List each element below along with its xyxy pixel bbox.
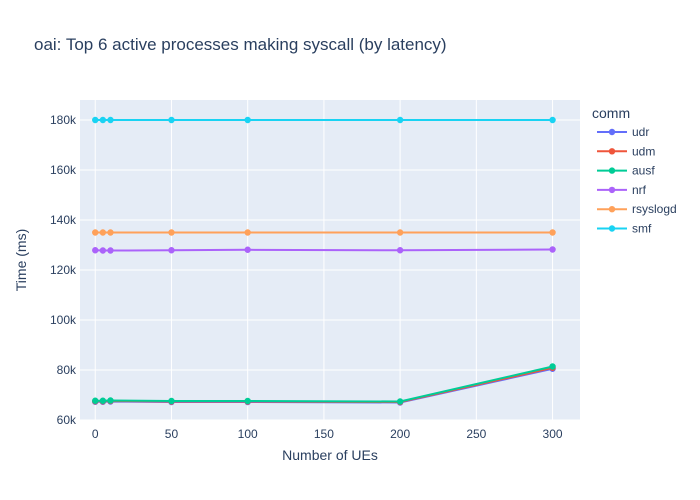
- data-point: [92, 247, 99, 254]
- y-tick-label: 100k: [50, 313, 77, 327]
- series-ausf: [92, 363, 556, 405]
- x-axis-title: Number of UEs: [282, 447, 378, 463]
- data-point: [168, 229, 175, 236]
- data-point: [396, 247, 404, 254]
- data-point: [168, 116, 175, 124]
- series-line-nrf: [95, 248, 553, 252]
- legend-swatch-marker: [608, 148, 616, 155]
- y-axis-title: Time (ms): [13, 229, 29, 291]
- legend-item-udr[interactable]: udr: [597, 125, 649, 139]
- y-tick-label: 160k: [50, 163, 77, 177]
- x-tick-label: 100: [238, 427, 258, 441]
- data-point: [168, 397, 175, 405]
- x-tick-label: 300: [543, 427, 563, 441]
- y-axis-ticks: 60k 80k 100k 120k 140k 160k 180k: [50, 113, 77, 427]
- y-tick-label: 80k: [57, 363, 77, 377]
- legend-label: udm: [632, 144, 655, 158]
- x-tick-label: 150: [314, 427, 334, 441]
- legend-swatch-marker: [608, 206, 616, 213]
- data-point: [244, 246, 251, 253]
- x-tick-label: 0: [92, 427, 99, 441]
- data-point: [244, 397, 251, 405]
- data-point: [92, 116, 99, 124]
- data-point: [244, 116, 251, 124]
- data-point: [92, 397, 99, 404]
- legend-swatch-marker: [608, 167, 616, 174]
- legend-item-udm[interactable]: udm: [597, 144, 655, 158]
- data-point: [99, 116, 107, 124]
- y-tick-label: 140k: [50, 213, 77, 227]
- legend-swatch-marker: [608, 186, 616, 194]
- data-point: [99, 229, 107, 236]
- legend-label: smf: [632, 222, 652, 236]
- series-smf: [92, 116, 556, 124]
- series-rsyslogd: [92, 229, 556, 236]
- legend-label: udr: [632, 125, 649, 139]
- legend-swatch-marker: [608, 225, 616, 232]
- legend-swatch-marker: [608, 128, 616, 136]
- legend-label: rsyslogd: [632, 202, 677, 216]
- x-tick-label: 50: [165, 427, 179, 441]
- data-point: [107, 247, 114, 254]
- legend: comm udr udm ausf nrf rsyslogd smf: [592, 105, 677, 236]
- x-axis-ticks: 0 50 100 150 200 250 300: [92, 427, 563, 441]
- x-tick-label: 200: [390, 427, 410, 441]
- data-point: [99, 247, 107, 254]
- y-tick-label: 60k: [57, 413, 77, 427]
- legend-item-smf[interactable]: smf: [597, 222, 652, 236]
- legend-title: comm: [592, 105, 630, 121]
- data-point: [396, 116, 404, 124]
- plot-area: [80, 100, 580, 420]
- y-tick-label: 120k: [50, 263, 77, 277]
- data-point: [99, 397, 107, 404]
- data-point: [549, 229, 556, 236]
- data-point: [396, 398, 404, 405]
- series-nrf: [92, 246, 556, 254]
- data-point: [396, 229, 404, 236]
- data-point: [107, 229, 114, 236]
- chart-title: oai: Top 6 active processes making sysca…: [34, 35, 447, 54]
- legend-item-nrf[interactable]: nrf: [597, 183, 647, 197]
- data-point: [107, 116, 114, 124]
- data-point: [92, 229, 99, 236]
- data-point: [549, 363, 556, 370]
- data-point: [549, 116, 556, 124]
- legend-label: nrf: [632, 183, 647, 197]
- series-layer: [92, 116, 556, 406]
- legend-item-ausf[interactable]: ausf: [597, 164, 655, 178]
- x-tick-label: 250: [466, 427, 486, 441]
- legend-item-rsyslogd[interactable]: rsyslogd: [597, 202, 677, 216]
- data-point: [168, 247, 175, 254]
- data-point: [244, 229, 251, 236]
- legend-label: ausf: [632, 164, 655, 178]
- y-tick-label: 180k: [50, 113, 77, 127]
- data-point: [549, 246, 556, 253]
- data-point: [107, 397, 114, 404]
